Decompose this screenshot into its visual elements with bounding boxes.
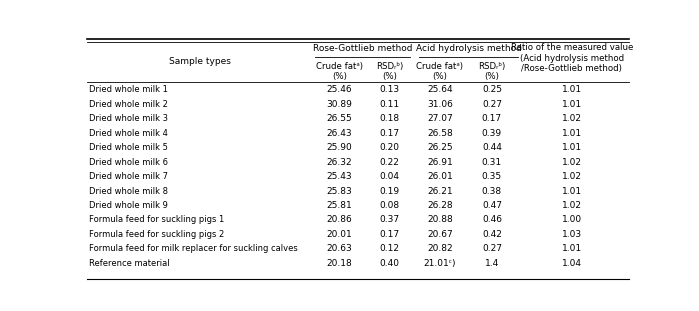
Text: 0.11: 0.11 [380,100,400,109]
Text: 1.04: 1.04 [562,259,582,268]
Text: Crude fatᵃ): Crude fatᵃ) [417,62,463,71]
Text: Dried whole milk 7: Dried whole milk 7 [89,172,168,181]
Text: Reference material: Reference material [89,259,170,268]
Text: 0.22: 0.22 [380,158,400,167]
Text: 26.25: 26.25 [427,143,453,152]
Text: 20.18: 20.18 [326,259,352,268]
Text: 0.20: 0.20 [380,143,400,152]
Text: 0.13: 0.13 [380,85,400,94]
Text: 26.91: 26.91 [427,158,453,167]
Text: Crude fatᵃ): Crude fatᵃ) [316,62,363,71]
Text: Dried whole milk 8: Dried whole milk 8 [89,187,168,196]
Text: 0.27: 0.27 [482,100,502,109]
Text: 0.12: 0.12 [380,244,400,253]
Text: 0.37: 0.37 [380,216,400,225]
Text: 1.4: 1.4 [485,259,499,268]
Text: 0.19: 0.19 [380,187,400,196]
Text: Dried whole milk 1: Dried whole milk 1 [89,85,168,94]
Text: Rose-Gottlieb method: Rose-Gottlieb method [312,44,412,53]
Text: Formula feed for suckling pigs 2: Formula feed for suckling pigs 2 [89,230,224,239]
Text: (%): (%) [332,72,347,81]
Text: (%): (%) [484,72,499,81]
Text: 1.01: 1.01 [562,244,582,253]
Text: 0.17: 0.17 [380,230,400,239]
Text: 26.28: 26.28 [427,201,453,210]
Text: 26.55: 26.55 [326,114,352,123]
Text: 0.27: 0.27 [482,244,502,253]
Text: 25.43: 25.43 [326,172,352,181]
Text: 31.06: 31.06 [427,100,453,109]
Text: 30.89: 30.89 [326,100,352,109]
Text: 0.39: 0.39 [482,129,502,137]
Text: (%): (%) [382,72,397,81]
Text: 1.01: 1.01 [562,100,582,109]
Text: RSDᵣᵇ): RSDᵣᵇ) [478,62,505,71]
Text: Dried whole milk 9: Dried whole milk 9 [89,201,168,210]
Text: 25.90: 25.90 [326,143,352,152]
Text: 0.17: 0.17 [380,129,400,137]
Text: 20.67: 20.67 [427,230,453,239]
Text: 0.42: 0.42 [482,230,502,239]
Text: 21.01ᶜ): 21.01ᶜ) [424,259,456,268]
Text: Dried whole milk 6: Dried whole milk 6 [89,158,168,167]
Text: 0.46: 0.46 [482,216,502,225]
Text: Dried whole milk 3: Dried whole milk 3 [89,114,168,123]
Text: 0.18: 0.18 [380,114,400,123]
Text: 0.17: 0.17 [482,114,502,123]
Text: Dried whole milk 2: Dried whole milk 2 [89,100,168,109]
Text: Dried whole milk 5: Dried whole milk 5 [89,143,168,152]
Text: 20.88: 20.88 [427,216,453,225]
Text: 0.40: 0.40 [380,259,400,268]
Text: 25.81: 25.81 [326,201,352,210]
Text: RSDᵣᵇ): RSDᵣᵇ) [376,62,403,71]
Text: 26.58: 26.58 [427,129,453,137]
Text: (%): (%) [433,72,447,81]
Text: 1.02: 1.02 [562,114,582,123]
Text: Formula feed for suckling pigs 1: Formula feed for suckling pigs 1 [89,216,224,225]
Text: 0.44: 0.44 [482,143,502,152]
Text: 20.86: 20.86 [326,216,352,225]
Text: 1.01: 1.01 [562,187,582,196]
Text: 20.01: 20.01 [326,230,352,239]
Text: Ratio of the measured value: Ratio of the measured value [510,43,633,52]
Text: 20.63: 20.63 [326,244,352,253]
Text: 26.32: 26.32 [326,158,352,167]
Text: 0.08: 0.08 [380,201,400,210]
Text: 1.02: 1.02 [562,158,582,167]
Text: 25.46: 25.46 [326,85,352,94]
Text: 1.03: 1.03 [562,230,582,239]
Text: 0.47: 0.47 [482,201,502,210]
Text: 26.21: 26.21 [427,187,453,196]
Text: 25.64: 25.64 [427,85,453,94]
Text: (Acid hydrolysis method: (Acid hydrolysis method [519,53,624,63]
Text: Formula feed for milk replacer for suckling calves: Formula feed for milk replacer for suckl… [89,244,298,253]
Text: 25.83: 25.83 [326,187,352,196]
Text: 26.01: 26.01 [427,172,453,181]
Text: 0.04: 0.04 [380,172,400,181]
Text: 0.25: 0.25 [482,85,502,94]
Text: Acid hydrolysis method: Acid hydrolysis method [416,44,521,53]
Text: /Rose-Gottlieb method): /Rose-Gottlieb method) [521,64,622,73]
Text: 0.35: 0.35 [482,172,502,181]
Text: 1.02: 1.02 [562,172,582,181]
Text: 0.38: 0.38 [482,187,502,196]
Text: 20.82: 20.82 [427,244,453,253]
Text: Sample types: Sample types [169,58,231,67]
Text: 1.01: 1.01 [562,129,582,137]
Text: 27.07: 27.07 [427,114,453,123]
Text: 0.31: 0.31 [482,158,502,167]
Text: 1.00: 1.00 [562,216,582,225]
Text: 1.02: 1.02 [562,201,582,210]
Text: 26.43: 26.43 [326,129,352,137]
Text: 1.01: 1.01 [562,143,582,152]
Text: Dried whole milk 4: Dried whole milk 4 [89,129,168,137]
Text: 1.01: 1.01 [562,85,582,94]
